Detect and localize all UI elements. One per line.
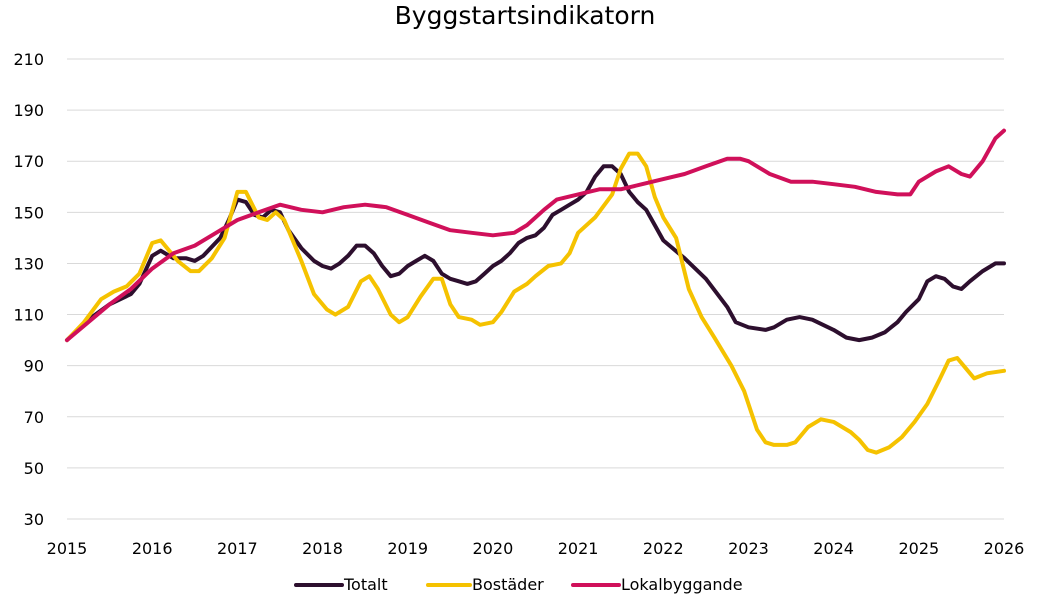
y-tick-label: 150	[13, 203, 44, 222]
x-tick-label: 2025	[898, 539, 939, 558]
x-tick-label: 2015	[47, 539, 88, 558]
x-tick-label: 2024	[813, 539, 854, 558]
y-tick-label: 170	[13, 152, 44, 171]
series-group	[65, 128, 1006, 455]
x-tick-label: 2026	[984, 539, 1025, 558]
y-tick-label: 130	[13, 254, 44, 273]
y-tick-label: 30	[24, 510, 44, 529]
chart-title: Byggstartsindikatorn	[395, 1, 656, 30]
series-line-3	[65, 128, 1006, 343]
y-tick-label: 210	[13, 50, 44, 69]
y-tick-label: 70	[24, 408, 44, 427]
x-axis: 2015 2016 2017 2018 2019 2020 2021 2022 2023 2024…	[47, 539, 1025, 558]
y-tick-label: 190	[13, 101, 44, 120]
legend: Totalt Bostäder Lokalbyggande	[294, 575, 743, 594]
y-axis: 30 50 70 90 110 130 150 170 190 210	[13, 50, 44, 529]
x-tick-label: 2019	[387, 539, 428, 558]
x-tick-label: 2017	[217, 539, 258, 558]
x-tick-label: 2020	[473, 539, 514, 558]
x-tick-label: 2022	[643, 539, 684, 558]
legend-label-2: Bostäder	[472, 575, 544, 594]
gridlines	[67, 58, 1004, 520]
y-tick-label: 90	[24, 357, 44, 376]
series-line-1	[65, 164, 1006, 343]
legend-label-1: Totalt	[343, 575, 388, 594]
y-tick-label: 50	[24, 459, 44, 478]
series-line-2	[65, 151, 1006, 455]
x-tick-label: 2021	[558, 539, 599, 558]
x-tick-label: 2018	[302, 539, 343, 558]
x-tick-label: 2023	[728, 539, 769, 558]
y-tick-label: 110	[13, 306, 44, 325]
x-tick-label: 2016	[132, 539, 173, 558]
legend-label-3: Lokalbyggande	[621, 575, 743, 594]
